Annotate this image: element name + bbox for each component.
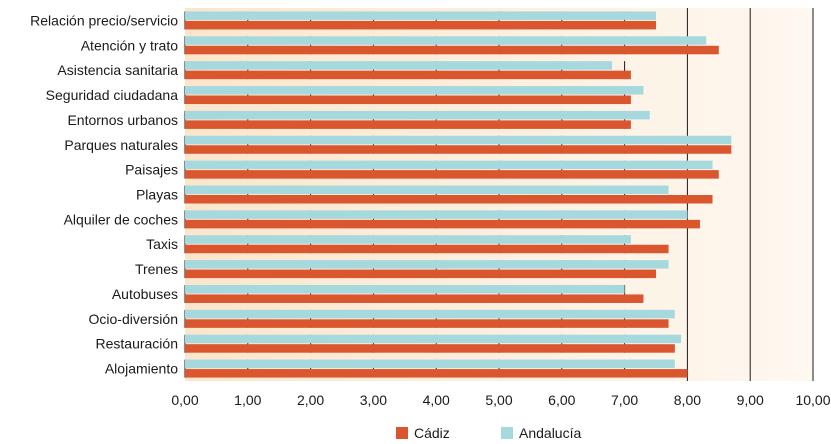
category-label: Paisajes (125, 162, 178, 178)
legend: Cádiz Andalucía (396, 425, 581, 441)
category-label: Trenes (135, 261, 178, 277)
bar-andalucia-5 (185, 135, 732, 145)
x-tick-label: 1,00 (234, 392, 261, 408)
x-tick-label: 6,00 (548, 392, 575, 408)
category-label: Relación precio/servicio (30, 12, 178, 28)
bar-cadiz-14 (185, 369, 688, 378)
legend-label-andalucia: Andalucía (519, 425, 581, 441)
legend-swatch-cadiz (396, 427, 408, 439)
x-tick-label: 4,00 (423, 392, 450, 408)
bar-cadiz-1 (185, 45, 719, 55)
x-tick-label: 7,00 (611, 392, 638, 408)
bar-andalucia-12 (185, 309, 675, 319)
category-labels: Relación precio/servicio Atención y trato… (30, 12, 178, 376)
bar-andalucia-2 (185, 61, 613, 70)
bar-cadiz-5 (185, 145, 732, 154)
x-tick-label: 5,00 (485, 392, 512, 408)
bar-andalucia-1 (185, 36, 707, 45)
bar-andalucia-3 (185, 86, 644, 95)
category-label: Asistencia sanitaria (57, 62, 178, 78)
category-label: Atención y trato (81, 37, 178, 53)
bar-cadiz-2 (185, 70, 631, 80)
category-label: Autobuses (112, 286, 178, 302)
category-label: Taxis (146, 236, 178, 252)
bar-cadiz-8 (185, 219, 700, 229)
bar-cadiz-11 (185, 294, 644, 303)
bar-andalucia-0 (185, 11, 656, 20)
bar-andalucia-10 (185, 260, 669, 269)
bar-andalucia-9 (185, 235, 631, 244)
category-label: Playas (136, 187, 178, 203)
category-label: Seguridad ciudadana (46, 87, 179, 103)
category-label: Restauración (96, 336, 179, 352)
category-label: Entornos urbanos (67, 112, 178, 128)
bar-andalucia-11 (185, 284, 625, 294)
bar-cadiz-4 (185, 120, 631, 129)
category-label: Ocio-diversión (89, 311, 178, 327)
category-label: Parques naturales (64, 137, 178, 153)
x-tick-label: 3,00 (360, 392, 387, 408)
bar-cadiz-12 (185, 319, 669, 328)
x-tick-label: 0,00 (171, 392, 198, 408)
x-tick-label: 2,00 (297, 392, 324, 408)
bar-andalucia-8 (185, 210, 688, 219)
bar-andalucia-13 (185, 334, 682, 344)
legend-swatch-andalucia (501, 427, 513, 439)
bar-cadiz-10 (185, 269, 656, 279)
x-axis-ticks: 0,00 1,00 2,00 3,00 4,00 5,00 6,00 7,00 8,00 9,00… (171, 392, 830, 408)
bar-andalucia-4 (185, 110, 650, 120)
bar-cadiz-9 (185, 244, 669, 254)
bar-cadiz-0 (185, 20, 656, 30)
bar-andalucia-6 (185, 160, 713, 170)
bar-cadiz-6 (185, 170, 719, 179)
bar-cadiz-13 (185, 344, 675, 353)
bar-andalucia-14 (185, 359, 675, 369)
category-label: Alquiler de coches (64, 211, 178, 227)
bar-andalucia-7 (185, 185, 669, 194)
bars (185, 11, 732, 378)
x-tick-label: 10,00 (795, 392, 830, 408)
category-label: Alojamiento (105, 361, 178, 377)
legend-label-cadiz: Cádiz (414, 425, 450, 441)
x-tick-label: 8,00 (674, 392, 701, 408)
x-tick-label: 9,00 (737, 392, 764, 408)
bar-cadiz-3 (185, 95, 631, 105)
bar-cadiz-7 (185, 195, 713, 204)
